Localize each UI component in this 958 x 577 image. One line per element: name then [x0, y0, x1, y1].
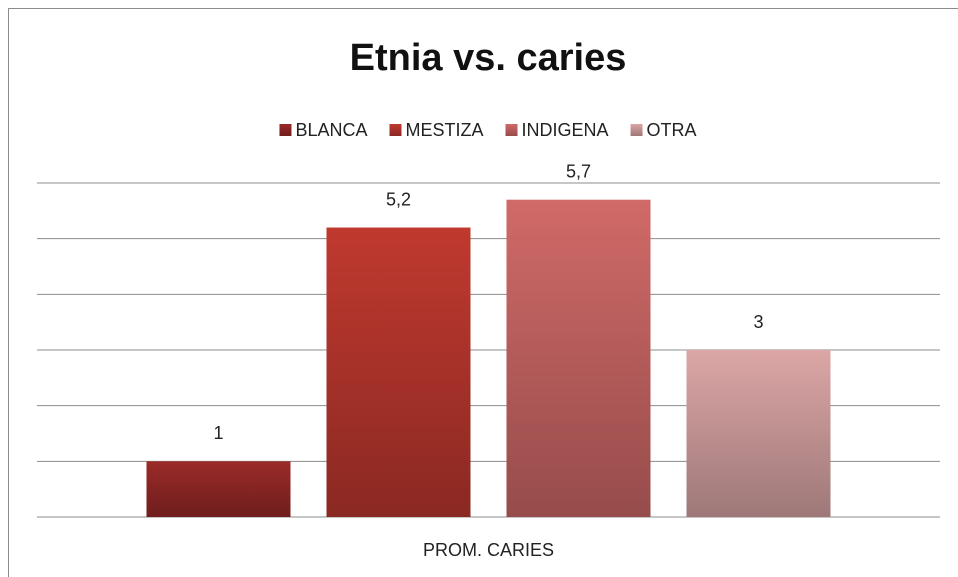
data-label: 5,7 [566, 161, 591, 181]
data-label: 1 [213, 423, 223, 443]
x-tick-label: PROM. CARIES [423, 540, 554, 560]
legend-label: OTRA [647, 120, 697, 140]
legend-swatch [630, 124, 643, 136]
legend-swatch [505, 124, 518, 136]
legend-swatch [389, 124, 402, 136]
bar [146, 461, 291, 517]
legend-swatch [279, 124, 292, 136]
legend-label: BLANCA [295, 120, 367, 140]
bar [326, 227, 471, 518]
legend-label: INDIGENA [522, 120, 609, 140]
legend-label: MESTIZA [405, 120, 483, 140]
bar [506, 199, 651, 517]
chart-title: Etnia vs. caries [350, 37, 627, 79]
data-label: 5,2 [386, 189, 411, 209]
data-label: 3 [753, 312, 763, 332]
bar [686, 350, 831, 517]
legend: BLANCA MESTIZA INDIGENA OTRA [279, 120, 697, 140]
